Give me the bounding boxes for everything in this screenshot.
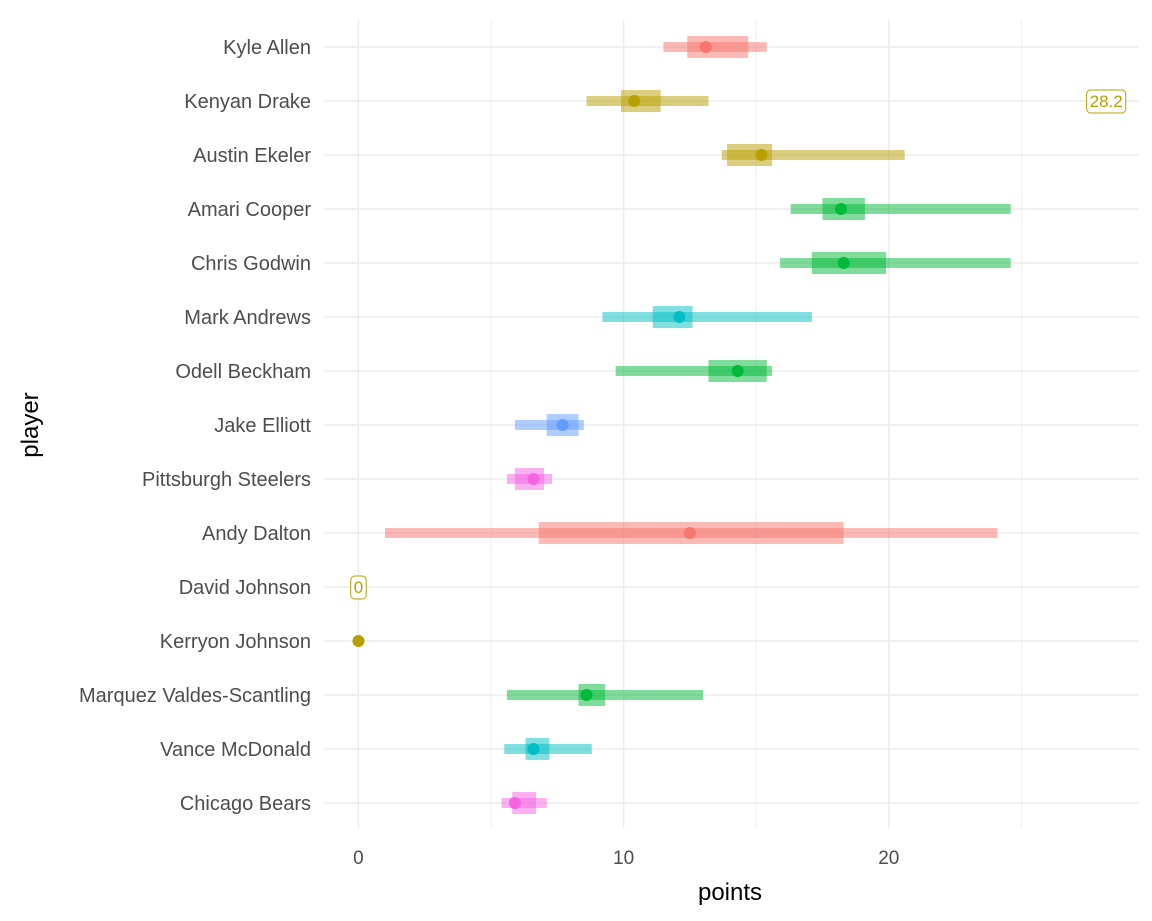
grid-layer [324,20,1138,828]
y-tick-label: Odell Beckham [175,361,311,383]
inner-range-bar [687,36,749,58]
y-tick-label: Vance McDonald [160,739,311,761]
value-label-text: 28.2 [1090,92,1123,111]
inner-range-bar [512,792,537,814]
y-tick-label: Kerryon Johnson [160,631,311,653]
median-point [527,743,540,755]
median-point [755,149,768,161]
outer-range-bar [780,258,1011,268]
y-tick-label: Kenyan Drake [184,91,311,113]
outer-range-bar [602,312,812,322]
x-tick-label: 10 [613,848,634,869]
median-point [835,203,848,215]
median-point [731,365,744,377]
median-point [527,473,540,485]
x-axis-title: points [698,879,762,906]
median-point [699,41,712,53]
median-point [673,311,686,323]
value-label-box [350,575,367,600]
y-tick-labels: Kyle Allen Kenyan Drake Austin Ekeler Amari… [79,37,311,815]
value-label: 28.2 [1086,89,1127,114]
y-tick-label: Kyle Allen [223,37,311,59]
inner-range-bar [620,90,661,112]
median-point [683,527,696,539]
median-point [837,257,850,269]
labels-layer: 28.20 [350,89,1127,600]
y-tick-label: Mark Andrews [184,307,311,329]
outer-range-bar [721,150,905,160]
y-tick-label: Chris Godwin [191,253,311,275]
inner-range-bar [652,306,693,328]
y-tick-label: Amari Cooper [188,199,312,221]
y-tick-label: Marquez Valdes-Scantling [79,685,311,707]
y-tick-label: Andy Dalton [202,523,311,545]
value-label: 0 [350,575,367,600]
value-label-text: 0 [354,578,363,597]
x-tick-labels: 0 10 20 [353,848,899,869]
median-point [508,797,521,809]
x-tick-label: 0 [353,848,364,869]
y-tick-label: Jake Elliott [214,415,311,437]
median-point [352,635,365,647]
y-tick-label: Chicago Bears [180,793,311,815]
outer-range-bar [615,366,773,376]
y-tick-label: David Johnson [179,577,311,599]
marks-layer [352,36,1011,814]
median-point [580,689,593,701]
y-tick-label: Pittsburgh Steelers [142,469,311,491]
median-point [628,95,641,107]
y-tick-label: Austin Ekeler [193,145,311,167]
value-label-box [1086,89,1127,114]
x-tick-label: 20 [878,848,899,869]
y-axis-title: player [17,392,44,457]
median-point [556,419,569,431]
outer-range-bar [790,204,1011,214]
